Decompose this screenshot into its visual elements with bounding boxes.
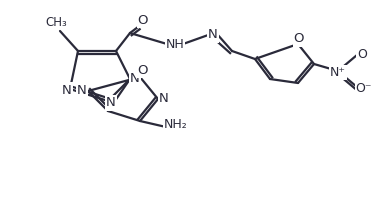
- Text: N: N: [106, 97, 116, 109]
- Text: N: N: [77, 84, 87, 97]
- Text: N: N: [62, 84, 72, 97]
- Text: CH₃: CH₃: [45, 16, 67, 28]
- Text: NH₂: NH₂: [164, 118, 188, 132]
- Text: O⁻: O⁻: [356, 82, 372, 95]
- Text: O: O: [357, 48, 367, 60]
- Text: NH: NH: [166, 37, 185, 51]
- Text: N: N: [159, 92, 169, 104]
- Text: O: O: [294, 32, 304, 46]
- Text: O: O: [138, 14, 148, 26]
- Text: O: O: [137, 63, 147, 76]
- Text: N⁺: N⁺: [330, 65, 346, 78]
- Text: N: N: [208, 28, 218, 42]
- Text: N: N: [130, 71, 140, 85]
